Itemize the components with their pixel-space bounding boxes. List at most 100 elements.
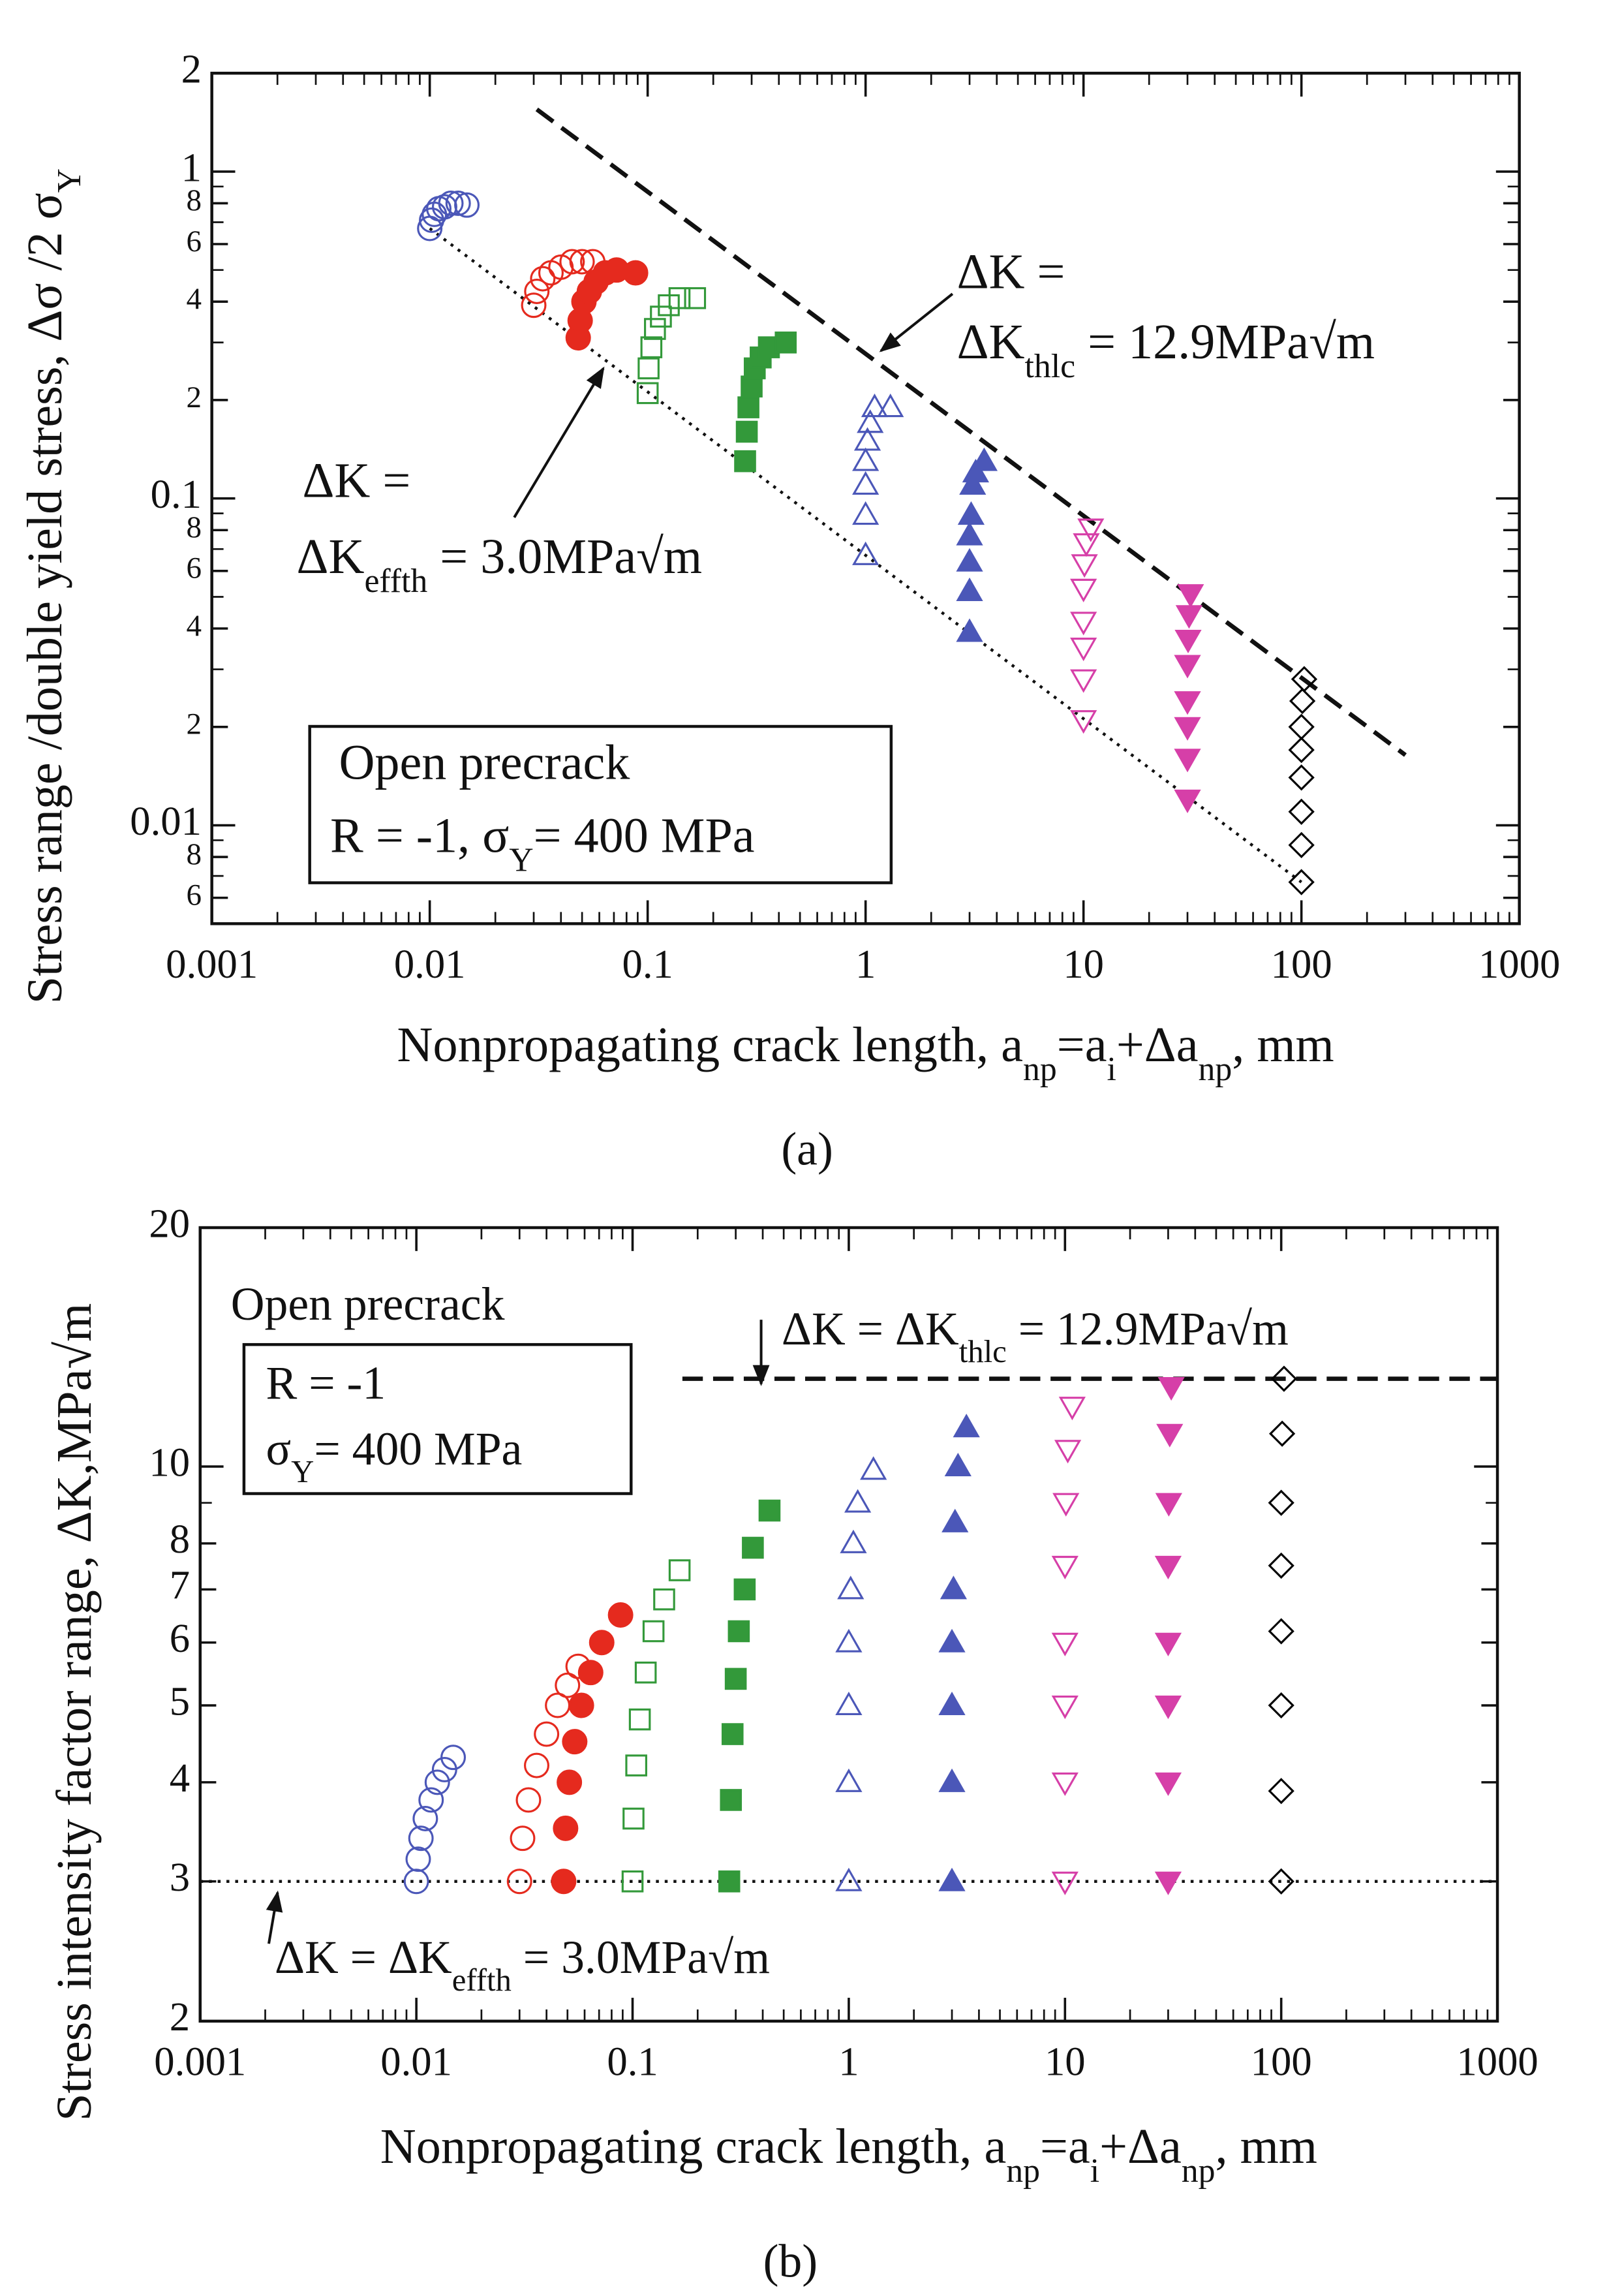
x-axis-label-part: =a bbox=[1057, 1017, 1107, 1072]
marker bbox=[741, 375, 763, 398]
marker bbox=[628, 1708, 651, 1731]
marker bbox=[607, 1602, 634, 1628]
marker bbox=[668, 287, 691, 309]
marker bbox=[835, 1867, 863, 1891]
y-tick-label: 2 bbox=[170, 1994, 190, 2040]
marker bbox=[557, 1769, 583, 1795]
marker bbox=[742, 1536, 764, 1559]
marker bbox=[938, 1691, 966, 1716]
caption: (b) bbox=[763, 2236, 818, 2288]
marker bbox=[1077, 518, 1105, 542]
y-tick-label: 1 bbox=[181, 144, 202, 190]
marker bbox=[1268, 1618, 1294, 1645]
marker bbox=[857, 409, 884, 433]
x-axis-label-part: np bbox=[1006, 2152, 1040, 2190]
x-tick-label: 100 bbox=[1251, 2039, 1312, 2085]
marker bbox=[1051, 1632, 1079, 1656]
marker bbox=[534, 1721, 560, 1747]
x-tick-label: 0.01 bbox=[380, 2039, 452, 2085]
y-tick-label: 6 bbox=[186, 878, 202, 912]
x-axis-label-part: np bbox=[1182, 2152, 1216, 2190]
marker bbox=[1070, 612, 1097, 636]
marker bbox=[521, 292, 547, 318]
y-tick-label: 2 bbox=[186, 707, 202, 741]
marker bbox=[637, 357, 660, 380]
marker bbox=[1268, 1692, 1294, 1719]
x-axis-label-part: +Δa bbox=[1116, 1017, 1199, 1072]
marker bbox=[1154, 1632, 1182, 1656]
marker bbox=[956, 577, 983, 601]
marker bbox=[944, 1452, 972, 1477]
marker bbox=[1268, 1420, 1296, 1447]
marker bbox=[1051, 1871, 1079, 1895]
annotation-box bbox=[308, 724, 893, 884]
annotation-arrow bbox=[879, 292, 954, 352]
reference-line bbox=[429, 227, 1302, 884]
y-tick-label: 8 bbox=[186, 183, 202, 217]
marker bbox=[650, 305, 672, 328]
marker bbox=[1174, 691, 1201, 715]
marker bbox=[835, 1628, 863, 1652]
annotation: ΔKeffth = 3.0MPa√m bbox=[297, 529, 703, 600]
marker bbox=[1291, 666, 1318, 692]
marker bbox=[938, 1628, 966, 1652]
marker bbox=[1288, 764, 1315, 791]
marker bbox=[877, 394, 904, 418]
x-axis-label: Nonpropagating crack length, anp=ai+Δanp… bbox=[380, 2119, 1317, 2190]
marker bbox=[1174, 717, 1201, 741]
annotation-part: = 3.0MPa√m bbox=[512, 1932, 770, 1983]
marker bbox=[853, 427, 881, 451]
marker bbox=[1174, 629, 1202, 654]
marker bbox=[1268, 1778, 1294, 1805]
x-axis-label-part: +Δa bbox=[1099, 2119, 1182, 2174]
marker bbox=[530, 266, 556, 292]
annotation-part: σ bbox=[266, 1423, 292, 1475]
marker bbox=[720, 1789, 742, 1811]
marker bbox=[1288, 713, 1315, 740]
y-axis-label: Stress range /double yield stress, Δσ /2… bbox=[18, 168, 88, 1004]
marker bbox=[840, 1529, 867, 1553]
marker bbox=[551, 1869, 577, 1895]
marker bbox=[577, 1660, 604, 1686]
marker bbox=[1268, 1552, 1294, 1579]
annotation-part: effth bbox=[364, 562, 427, 599]
y-axis-label-part: Stress range /double yield stress, Δσ /2… bbox=[18, 193, 72, 1004]
annotation-part: Y bbox=[291, 1454, 314, 1489]
marker bbox=[510, 1825, 536, 1852]
y-tick-label: 2 bbox=[181, 46, 202, 92]
annotation: ΔK = bbox=[302, 453, 410, 508]
x-axis-label-part: np bbox=[1199, 1050, 1232, 1087]
marker bbox=[1174, 655, 1201, 679]
marker bbox=[1289, 687, 1316, 715]
marker bbox=[1154, 1772, 1182, 1796]
marker bbox=[1154, 1871, 1182, 1895]
marker bbox=[653, 1588, 675, 1611]
annotation: σY= 400 MPa bbox=[266, 1423, 523, 1489]
y-axis-label-part: Y bbox=[51, 168, 88, 193]
marker bbox=[837, 1575, 865, 1600]
annotation-part: = 12.9MPa√m bbox=[1007, 1303, 1289, 1355]
annotation-arrow bbox=[513, 366, 605, 518]
marker bbox=[735, 420, 758, 443]
marker bbox=[835, 1768, 863, 1792]
marker bbox=[1175, 605, 1203, 629]
marker bbox=[957, 501, 985, 525]
x-tick-label: 10 bbox=[1063, 941, 1104, 987]
marker bbox=[668, 1559, 691, 1581]
annotation-part: = 400 MPa bbox=[534, 809, 755, 863]
marker bbox=[734, 450, 756, 473]
marker bbox=[953, 1414, 980, 1438]
y-tick-label: 5 bbox=[170, 1678, 190, 1724]
annotation: Open precrack bbox=[339, 736, 630, 790]
marker bbox=[403, 1869, 429, 1895]
marker bbox=[438, 190, 464, 216]
x-tick-label: 1000 bbox=[1456, 2039, 1538, 2085]
marker bbox=[622, 1807, 645, 1830]
y-tick-label: 6 bbox=[186, 225, 202, 258]
marker bbox=[959, 471, 987, 495]
marker bbox=[962, 458, 989, 483]
annotation-part: thlc bbox=[959, 1334, 1007, 1369]
y-tick-label: 8 bbox=[186, 837, 202, 871]
